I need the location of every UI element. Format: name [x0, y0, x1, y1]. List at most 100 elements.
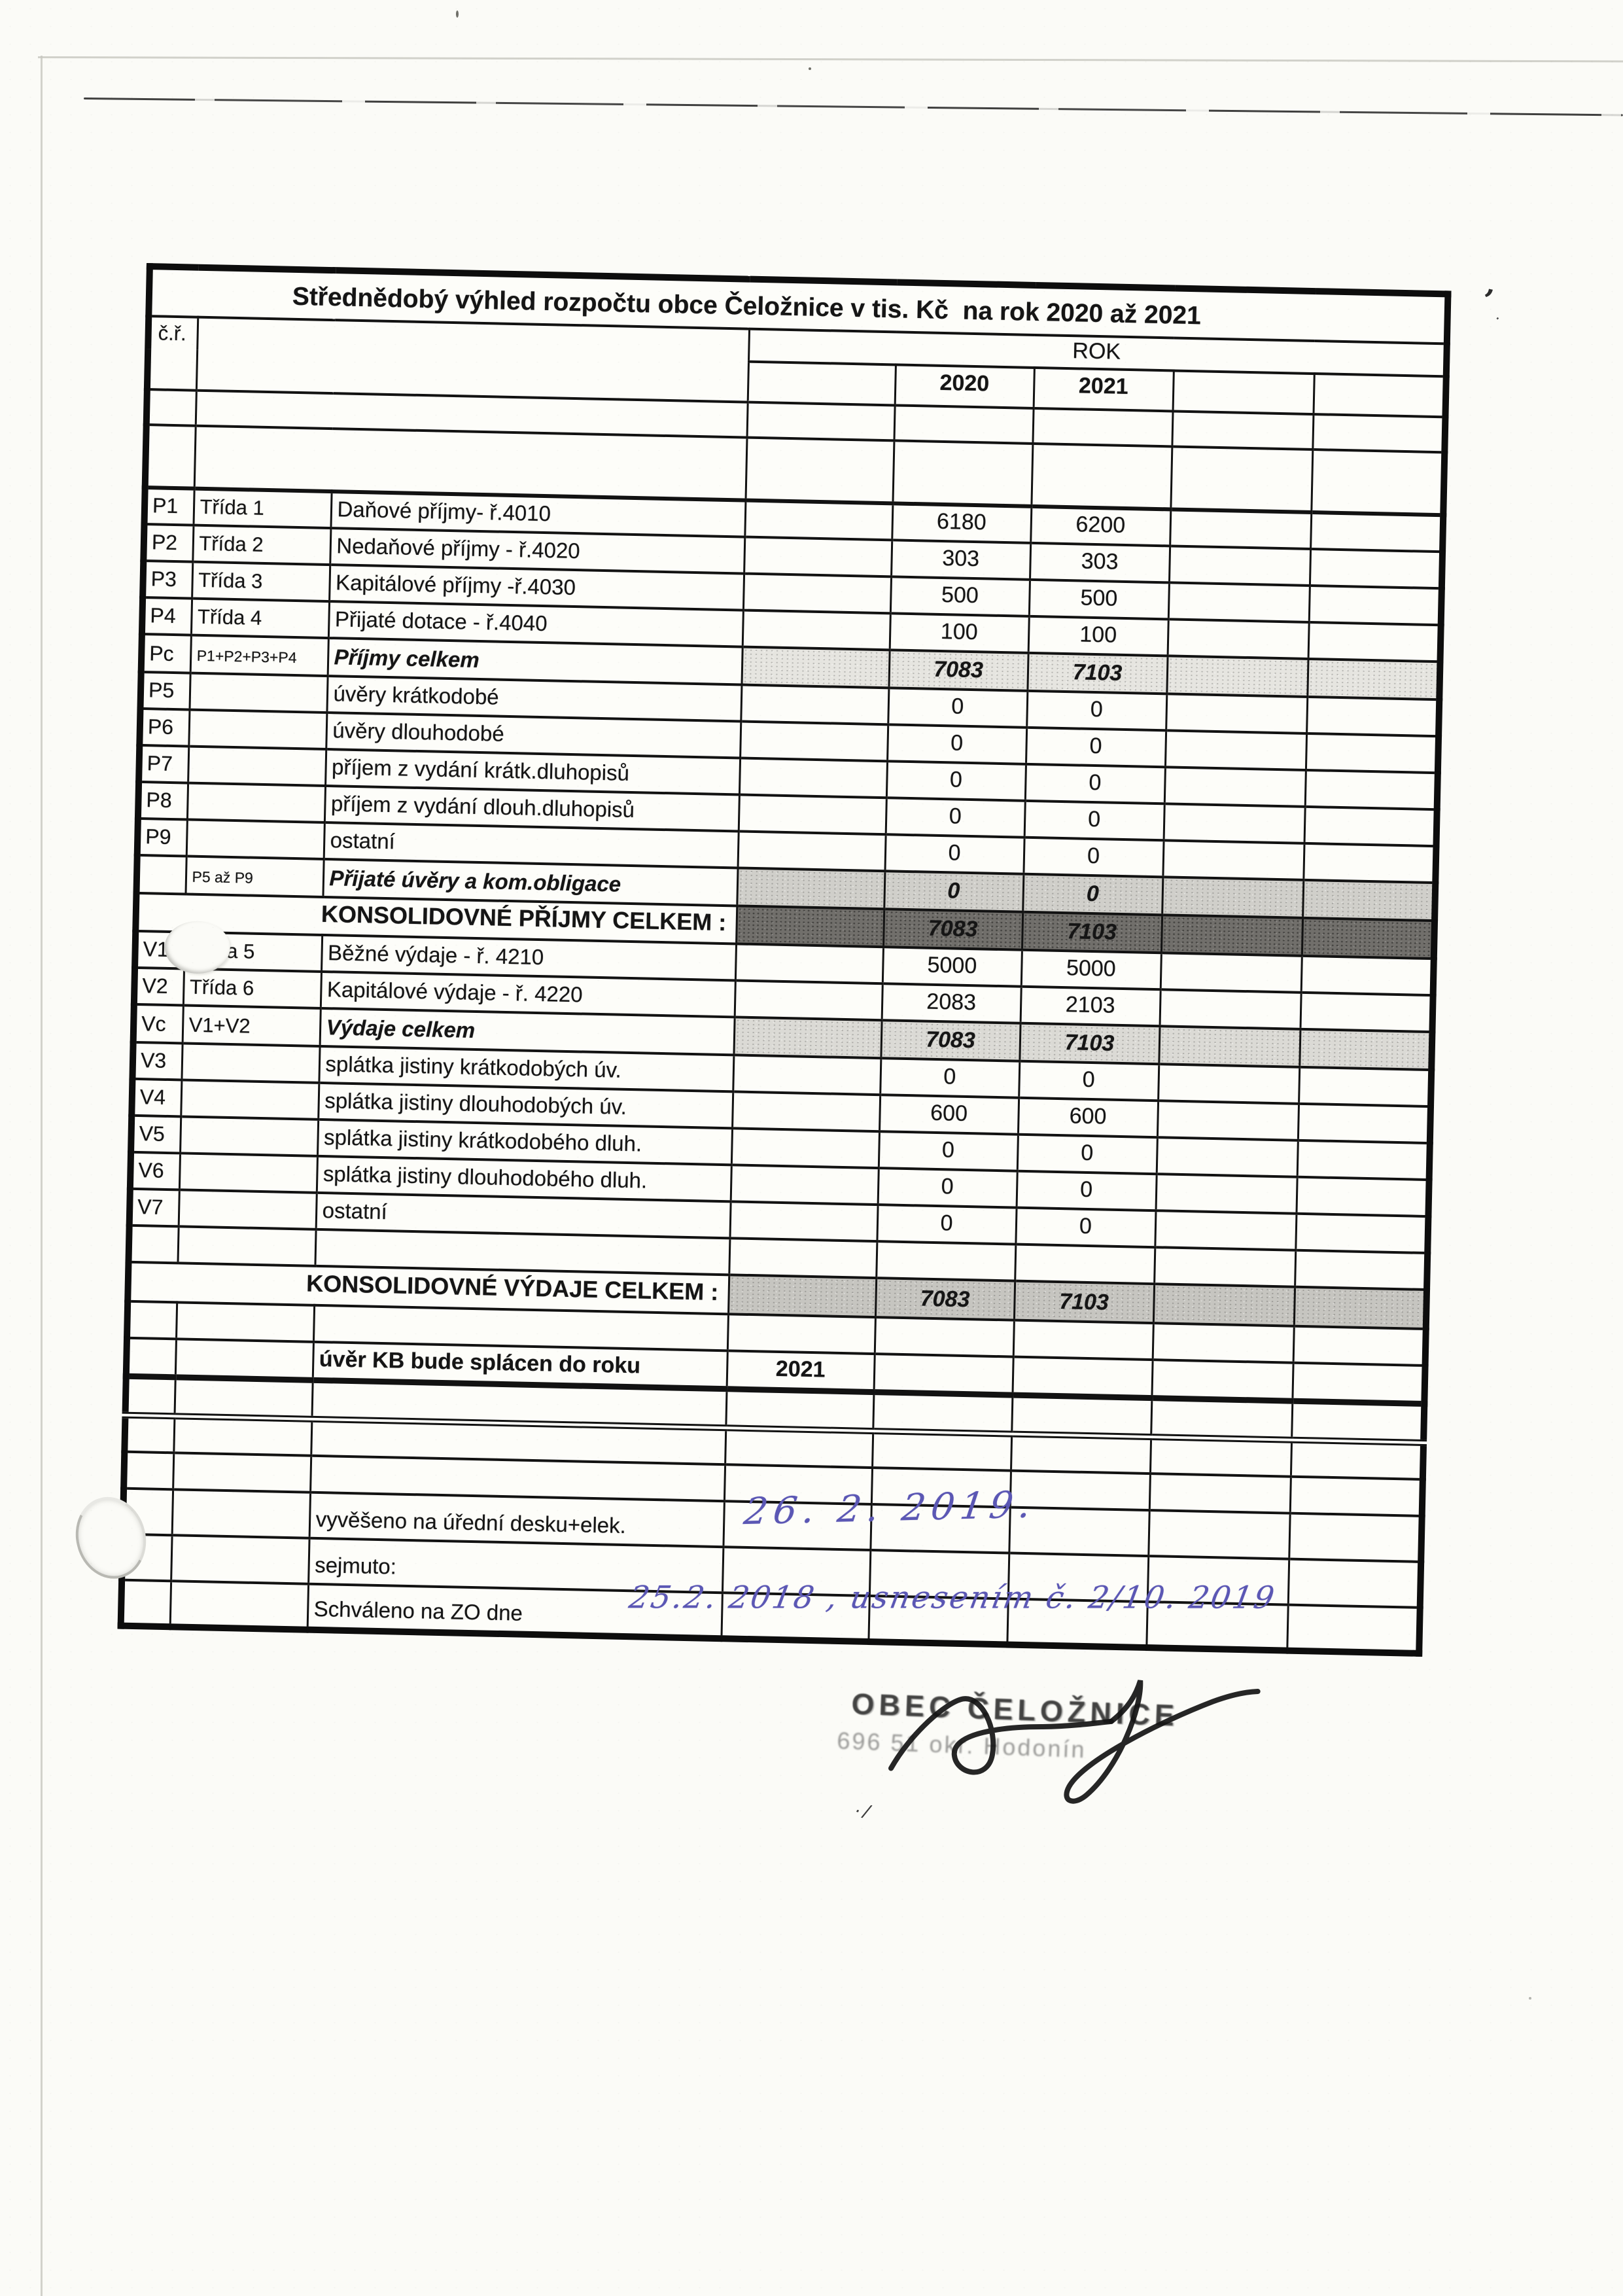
cell-extra-1: [1167, 619, 1309, 659]
cell-row-code: [126, 1337, 177, 1377]
cell-class-label: [169, 1581, 309, 1630]
cell-row-code: [120, 1580, 171, 1627]
cell-spacer: [744, 537, 892, 577]
cell-extra-2: [1304, 806, 1437, 847]
cell-value-2021: 6200: [1030, 506, 1171, 546]
cell-value-2021: 600: [1017, 1097, 1159, 1138]
cell-value-2020: 303: [891, 540, 1031, 580]
cell-blank: [876, 1241, 1016, 1281]
cell-class-label: Třída 2: [192, 525, 331, 565]
cell-blank: [872, 1431, 1012, 1471]
cell-row-code: P1: [144, 487, 194, 525]
cell-value-2020: 7083: [883, 909, 1023, 950]
cell-value-2021: 0: [1016, 1171, 1157, 1211]
cell-blank: [127, 1301, 177, 1339]
budget-outlook-table-wrap: Střednědobý výhled rozpočtu obce Čeložni…: [67, 263, 1452, 1657]
cell-blank: [1172, 411, 1314, 450]
cell-spacer: [744, 500, 893, 540]
cell-extra-1: [1159, 1026, 1300, 1067]
cell-blank: [1287, 1559, 1422, 1608]
cell-class-label: [179, 1153, 317, 1193]
cell-value-2021: 7103: [1021, 911, 1162, 953]
cell-value-2021: 0: [1024, 800, 1164, 841]
cell-extra-1: [1163, 804, 1305, 843]
cell-blank: [176, 1302, 315, 1342]
cell-spacer: [734, 980, 882, 1021]
cell-blank: [725, 1428, 873, 1468]
cell-extra-1: [1168, 546, 1311, 586]
cell-extra-1: [1166, 656, 1308, 697]
cell-extra-2: [1303, 843, 1437, 883]
cell-blank: [124, 1451, 174, 1490]
cell-blank: [173, 1453, 311, 1492]
cell-value-2021: 0: [1023, 837, 1164, 877]
cell-class-label: Třída 4: [190, 598, 330, 639]
budget-outlook-table: Střednědobý výhled rozpočtu obce Čeložni…: [117, 263, 1452, 1657]
cell-class-label: [188, 709, 327, 750]
scan-artifact-line-light: [37, 56, 1623, 63]
cell-extra-2: [1310, 512, 1444, 552]
cell-blank: [727, 1314, 875, 1354]
cell-blank: [1292, 1362, 1425, 1404]
header-spacer-cell: [1172, 370, 1314, 415]
cell-value-2021: 100: [1028, 616, 1168, 656]
cell-blank: [1032, 408, 1173, 447]
cell-value-2020: 0: [878, 1131, 1018, 1171]
cell-extra-1: [1162, 840, 1304, 880]
cell-blank: [874, 1317, 1014, 1357]
cell-value-2021: 7103: [1027, 652, 1168, 694]
cell-extra-1: [1168, 582, 1310, 622]
cell-spacer: [733, 1017, 882, 1059]
cell-row-code: P6: [139, 708, 190, 747]
cell-spacer: [741, 684, 889, 725]
year-2021-header: 2021: [1033, 367, 1174, 412]
handwritten-approval-note: 25.2. 2018 , usnesením č. 2/10. 2019: [626, 1580, 1279, 1616]
cell-row-code: Vc: [133, 1004, 183, 1044]
cell-blank: [1148, 1510, 1290, 1559]
cell-extra-2: [1306, 696, 1440, 737]
cell-spacer: [740, 721, 888, 762]
stray-ink-tick: ·: [1490, 308, 1507, 327]
cell-blank: [1152, 1323, 1294, 1363]
cell-spacer: [738, 794, 886, 835]
cell-blank: [873, 1392, 1013, 1434]
cell-value-2020: 100: [889, 613, 1029, 653]
cell-blank: [173, 1416, 312, 1456]
cell-extra-1: [1166, 694, 1308, 733]
ink-speck: [456, 10, 459, 18]
cell-value-2020: 2083: [881, 983, 1021, 1023]
cell-class-label: [175, 1339, 313, 1380]
cell-row-code: P7: [139, 745, 189, 783]
header-spacer-cell: [747, 361, 896, 406]
cell-extra-2: [1300, 992, 1433, 1033]
cell-extra-1: [1153, 1284, 1295, 1326]
ink-speck: [809, 67, 811, 70]
cell-value-2021: 0: [1026, 690, 1167, 731]
cell-blank: [1293, 1326, 1426, 1366]
cell-class-label: Třída 6: [183, 968, 322, 1008]
cell-blank: [1011, 1434, 1151, 1474]
cell-extra-2: [1307, 658, 1440, 700]
cell-extra-1: [1158, 1064, 1300, 1104]
header-spacer-cell: [196, 317, 750, 402]
cell-value-2021: 303: [1030, 542, 1170, 583]
cell-spacer: [737, 868, 885, 910]
cell-extra-1: [1164, 767, 1306, 807]
cell-extra-2: [1308, 585, 1442, 626]
signature-icon: [888, 1680, 1261, 1804]
cell-spacer: [737, 831, 886, 872]
cell-blank: [1289, 1513, 1422, 1562]
cell-blank: [174, 1377, 313, 1419]
cell-extra-1: [1159, 989, 1301, 1029]
cell-spacer: [741, 646, 890, 688]
cell-extra-2: [1304, 769, 1438, 810]
cell-blank: [1289, 1476, 1423, 1516]
cell-value-2020: 7083: [881, 1020, 1021, 1061]
cell-class-label: V1+V2: [182, 1005, 321, 1046]
cell-blank: [1311, 450, 1445, 516]
cell-class-label: P1+P2+P3+P4: [190, 635, 328, 677]
cell-blank: [1154, 1247, 1296, 1287]
cell-class-label: [186, 783, 326, 822]
cell-blank: [725, 1388, 874, 1432]
cell-extra-1: [1156, 1137, 1298, 1177]
